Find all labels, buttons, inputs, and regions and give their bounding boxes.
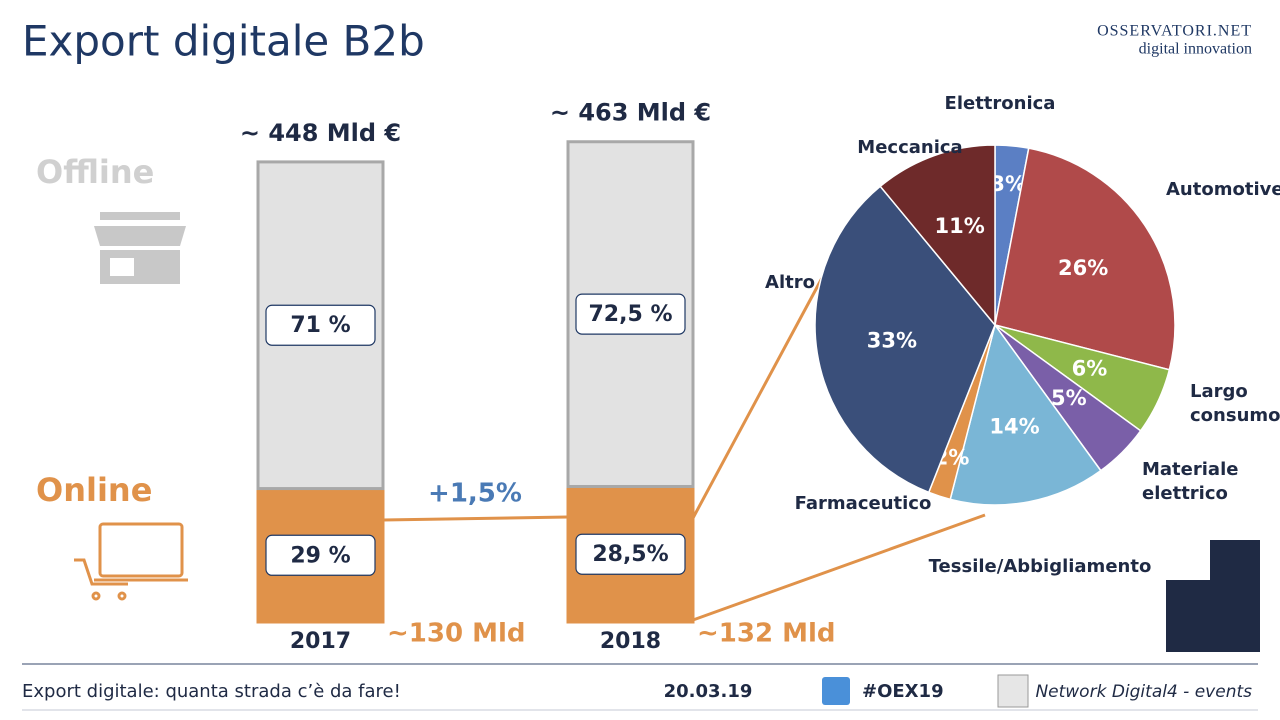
twitter-icon <box>822 677 850 705</box>
value-label: 29 % <box>290 543 350 568</box>
logo: OSSERVATORI.NET <box>1097 23 1252 40</box>
value-box <box>265 304 376 346</box>
pie-slice <box>949 323 1102 506</box>
footer-date: 20.03.19 <box>664 681 753 702</box>
footer-hashtag: #OEX19 <box>862 681 944 702</box>
amount-label: ~130 Mld <box>387 619 526 649</box>
building-icon <box>1166 540 1260 652</box>
x-tick-label: 2017 <box>290 629 351 654</box>
slice-category: Automotive <box>1166 179 1280 200</box>
legend-label: Offline <box>36 153 154 191</box>
store-icon <box>94 212 186 284</box>
slice-label: 26% <box>1058 256 1108 280</box>
slice-label: 33% <box>867 328 917 352</box>
growth-label: +1,5% <box>428 479 522 509</box>
slice-label: 11% <box>935 214 985 238</box>
slice-category: Elettronica <box>944 93 1056 114</box>
total-label: ~ 463 Mld € <box>550 99 711 127</box>
slice-label: 6% <box>1072 356 1108 380</box>
value-label: 71 % <box>290 313 350 338</box>
total-label: ~ 448 Mld € <box>240 119 401 147</box>
x-tick-label: 2018 <box>600 629 661 654</box>
value-label: 28,5% <box>592 542 668 567</box>
slice-category: Largo consumo <box>1190 381 1280 426</box>
laptop-icon <box>74 522 188 601</box>
legend-label: Online <box>36 471 152 509</box>
amount-label: ~132 Mld <box>697 619 836 649</box>
events-icon <box>997 674 1029 708</box>
connector <box>691 277 824 519</box>
slice-category: Meccanica <box>857 137 963 158</box>
value-box <box>575 293 686 335</box>
value-label: 72,5 % <box>589 302 673 327</box>
value-box <box>575 533 686 575</box>
slice-category: Tessile/Abbigliamento <box>928 556 1152 577</box>
footer-network: Network Digital4 - events <box>1035 682 1252 702</box>
slice-category: Materiale elettrico <box>1142 459 1239 504</box>
connector <box>382 515 569 522</box>
value-box <box>265 534 376 576</box>
footer-text: Export digitale: quanta strada c’è da fa… <box>22 681 401 702</box>
pie-slice <box>814 185 996 494</box>
title: Export digitale B2b <box>22 17 425 66</box>
slice-category: Farmaceutico <box>794 493 932 514</box>
slice-category: Altro <box>765 272 815 293</box>
slice-label: 14% <box>989 415 1039 439</box>
slice-label: 5% <box>1051 386 1087 410</box>
pie-slice <box>879 144 996 328</box>
pie-slice <box>994 147 1176 371</box>
logo-sub: digital innovation <box>1139 41 1252 58</box>
connector <box>692 513 986 622</box>
